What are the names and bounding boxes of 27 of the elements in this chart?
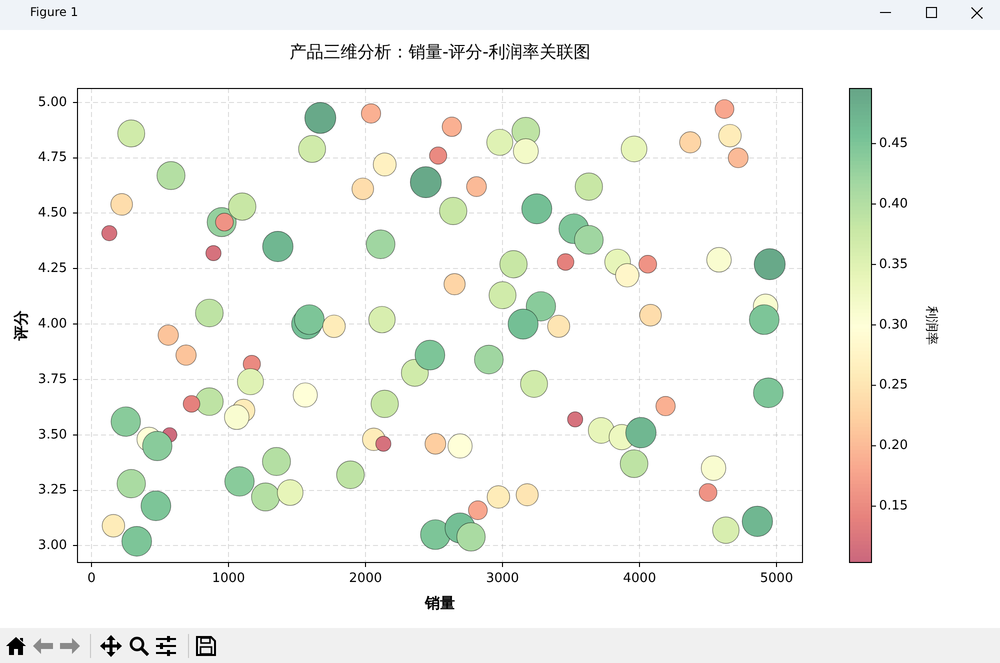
x-tick-label: 1000 — [212, 571, 246, 586]
y-tick-label: 5.00 — [38, 94, 67, 110]
color-bar-label: 0.35 — [879, 256, 908, 272]
color-bar-label: 0.40 — [879, 196, 908, 212]
y-tick-label: 4.00 — [38, 316, 67, 332]
color-bar-label: 0.45 — [879, 136, 908, 151]
x-tick-label: 3000 — [486, 571, 520, 586]
x-axis-title: 销量 — [424, 594, 455, 612]
chart-title: 产品三维分析：销量-评分-利润率关联图 — [289, 42, 591, 62]
x-tick-label: 0 — [87, 571, 96, 586]
color-bar-label: 0.20 — [879, 438, 908, 454]
x-tick-label: 5000 — [760, 571, 794, 586]
x-tick-label: 4000 — [623, 571, 656, 586]
color-bar-label: 0.15 — [879, 498, 908, 514]
color-bar-label: 0.30 — [879, 317, 908, 332]
caption: Figure 1 — [30, 5, 78, 19]
y-tick-label: 4.50 — [38, 206, 67, 221]
x-tick-label: 2000 — [348, 571, 382, 586]
y-tick-label: 3.50 — [38, 427, 67, 442]
y-tick-label: 3.00 — [38, 538, 67, 554]
color-bar-label: 0.25 — [879, 378, 908, 393]
y-axis-title: 评分 — [12, 310, 30, 342]
color-bar-title: 利润率 — [924, 306, 940, 345]
y-tick-label: 3.75 — [38, 372, 67, 387]
y-tick-label: 4.75 — [38, 150, 67, 166]
y-tick-label: 4.25 — [38, 261, 67, 276]
y-tick-label: 3.25 — [38, 482, 67, 498]
